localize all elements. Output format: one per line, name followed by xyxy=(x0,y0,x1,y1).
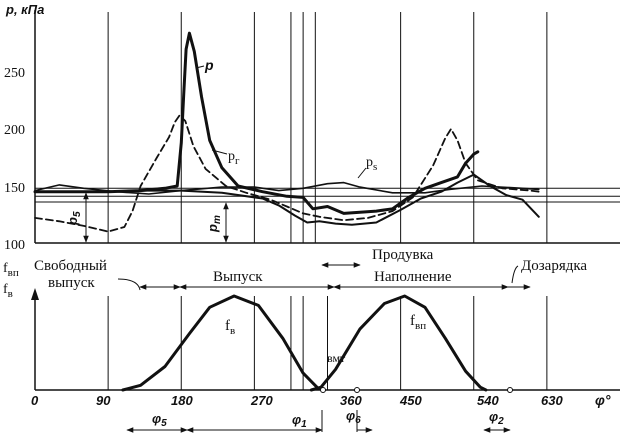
top-plot-frame xyxy=(34,10,620,244)
phi-axis-label: φ° xyxy=(595,392,611,408)
x-tick-180: 180 xyxy=(171,393,193,408)
free-exhaust-leader xyxy=(117,278,141,291)
charging-leader xyxy=(511,265,519,284)
curve-label-ps-leader xyxy=(357,167,367,179)
bottom-vertical-gridlines xyxy=(107,296,548,390)
top-vertical-gridlines xyxy=(107,12,548,243)
curve-label-fv: fв xyxy=(225,318,235,337)
x-tick-0: 0 xyxy=(31,393,39,408)
area-series-f--- xyxy=(309,294,488,392)
top-series-group xyxy=(33,31,540,233)
pressure-series-p-- xyxy=(34,114,540,233)
point-exhaust-close xyxy=(320,387,326,393)
x-tick-630: 630 xyxy=(541,393,563,408)
x-tick-270: 270 xyxy=(250,393,273,408)
y-tick-150: 150 xyxy=(4,181,25,196)
curve-label-p: p xyxy=(204,57,214,73)
curve-label-pr-leader xyxy=(211,149,228,155)
tdc-label: вмт xyxy=(327,351,346,365)
x-tick-450: 450 xyxy=(399,393,422,408)
x-tick-360: 360 xyxy=(340,393,362,408)
pressure-series-p-s xyxy=(34,181,540,195)
curve-label-pr: pг xyxy=(228,149,240,167)
p-axis-label: p, кПа xyxy=(5,2,44,17)
f-axis-arrowhead xyxy=(31,288,39,300)
x-tick-labels: 0 90 180 270 360 450 540 630 xyxy=(31,393,563,408)
free-exhaust-label-line1: Свободный xyxy=(34,258,107,274)
purge-label: Продувка xyxy=(372,247,434,263)
y-tick-200: 200 xyxy=(4,123,25,138)
filling-label: Наполнение xyxy=(374,269,452,285)
point-intake-open xyxy=(354,387,360,393)
phi1-label: φ1 xyxy=(292,412,307,430)
curve-label-p-leader xyxy=(195,65,205,69)
exhaust-label: Выпуск xyxy=(213,269,263,285)
point-intake-close xyxy=(507,387,513,393)
free-exhaust-label-line2: выпуск xyxy=(48,275,95,291)
fv-axis-label: fв xyxy=(3,282,13,300)
pressure-series-unnamed xyxy=(131,173,540,226)
pressure-series-p xyxy=(33,31,480,215)
charging-label: Дозарядка xyxy=(521,258,587,274)
p5-label: p5 xyxy=(65,211,83,226)
fvp-axis-label: fвп xyxy=(3,261,19,279)
pt-label: pт xyxy=(205,215,223,233)
phi5-label: φ5 xyxy=(152,411,167,429)
phi2-label: φ2 xyxy=(489,409,504,427)
bottom-series-group xyxy=(121,294,488,392)
curve-label-fvp: fвп xyxy=(410,313,426,332)
y-tick-250: 250 xyxy=(4,66,25,81)
y-tick-100: 100 xyxy=(4,238,25,253)
x-tick-90: 90 xyxy=(96,393,111,408)
x-tick-540: 540 xyxy=(477,393,499,408)
phi6-label: φ6 xyxy=(346,408,361,426)
area-series-f-- xyxy=(121,294,325,392)
curve-label-ps: ps xyxy=(366,155,377,173)
